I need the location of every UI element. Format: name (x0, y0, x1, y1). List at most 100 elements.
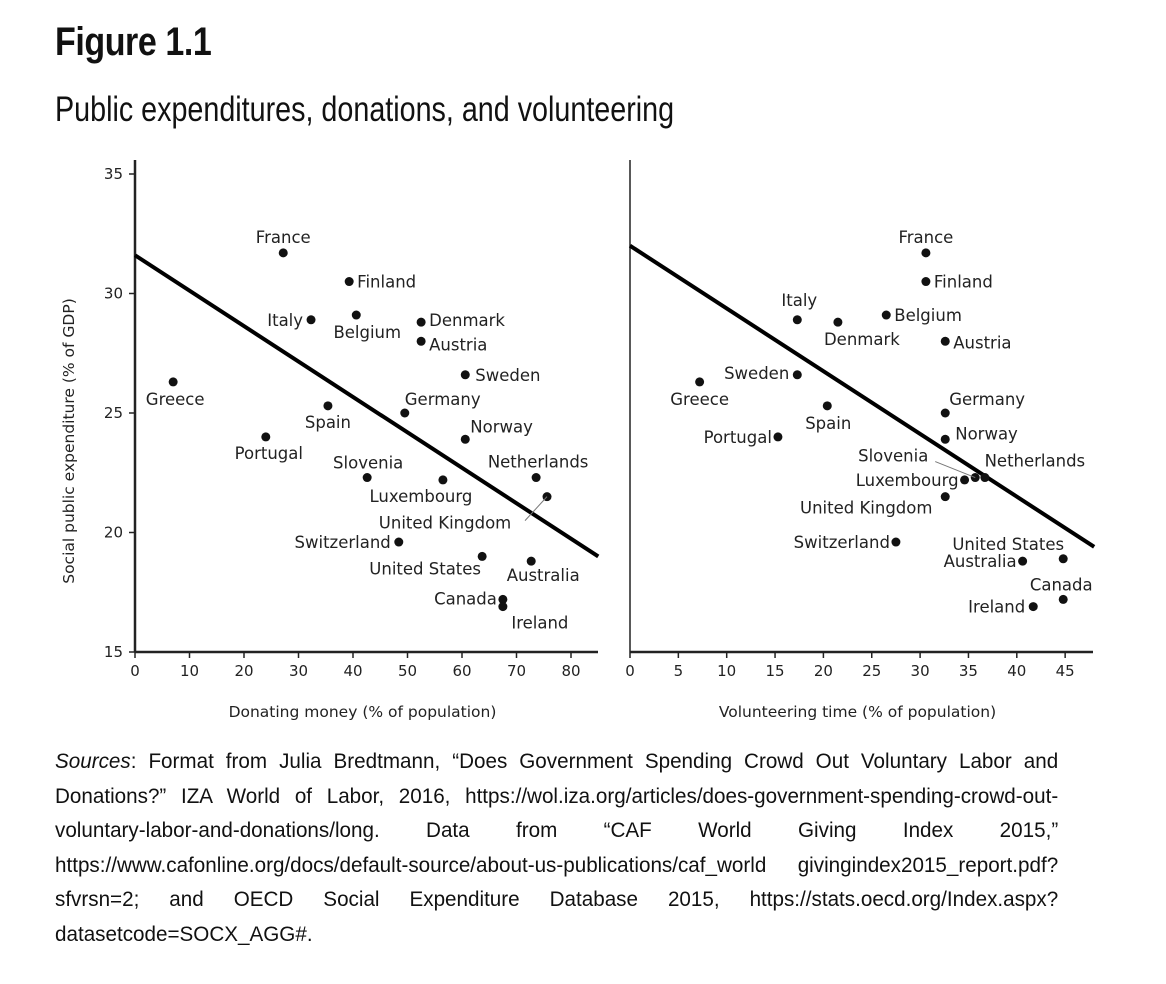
data-point-sweden (792, 370, 802, 380)
point-label: Australia (507, 566, 580, 585)
x-tick-label: 20 (234, 662, 253, 680)
point-label: Greece (146, 390, 205, 409)
x-tick-label: 80 (561, 662, 580, 680)
point-label: Luxembourg (856, 471, 959, 490)
data-point-greece (168, 377, 178, 387)
point-label: Italy (781, 291, 817, 310)
x-tick-label: 35 (959, 662, 978, 680)
data-point-switzerland (394, 537, 404, 547)
x-tick-label: 10 (717, 662, 736, 680)
point-label: Switzerland (295, 533, 391, 552)
point-label: France (256, 228, 311, 247)
data-point-australia (526, 556, 536, 566)
data-point-norway (940, 434, 950, 444)
data-point-slovenia (362, 473, 372, 483)
data-point-united-states (1058, 554, 1068, 564)
data-point-ireland (1028, 602, 1038, 612)
point-label: Switzerland (794, 533, 890, 552)
point-label: Finland (357, 273, 416, 292)
figure-title: Public expenditures, donations, and volu… (55, 90, 675, 129)
point-label: United Kingdom (379, 514, 511, 533)
data-point-germany (400, 408, 410, 418)
data-point-united-kingdom (940, 492, 950, 502)
data-point-canada (1058, 594, 1068, 604)
data-point-italy (306, 315, 316, 325)
point-label: Portugal (235, 444, 303, 463)
x-tick-label: 25 (862, 662, 881, 680)
point-label: Denmark (429, 311, 505, 330)
data-point-norway (460, 434, 470, 444)
data-point-denmark (416, 317, 426, 327)
point-label: Netherlands (488, 453, 589, 472)
point-label: Netherlands (985, 452, 1086, 471)
x-tick-label: 10 (180, 662, 199, 680)
point-label: Norway (470, 417, 533, 436)
x-tick-label: 30 (911, 662, 930, 680)
point-label: United Kingdom (800, 499, 932, 518)
data-point-switzerland (891, 537, 901, 547)
point-label: Ireland (511, 614, 568, 633)
data-point-austria (940, 336, 950, 346)
sources-caption: Sources: Format from Julia Bredtmann, “D… (55, 744, 1058, 951)
data-point-portugal (773, 432, 783, 442)
data-point-france (278, 248, 288, 258)
x-tick-label: 30 (289, 662, 308, 680)
point-label: Luxembourg (370, 487, 473, 506)
point-label: Canada (434, 589, 497, 608)
x-tick-label: 70 (507, 662, 526, 680)
point-label: Austria (953, 333, 1011, 352)
data-point-netherlands (980, 473, 990, 483)
point-label: Finland (934, 273, 993, 292)
data-point-spain (822, 401, 832, 411)
data-point-finland (344, 277, 354, 287)
data-point-luxembourg (960, 475, 970, 485)
data-point-luxembourg (438, 475, 448, 485)
x-tick-label: 60 (452, 662, 471, 680)
data-point-france (921, 248, 931, 258)
data-point-belgium (881, 310, 891, 320)
data-point-finland (921, 277, 931, 287)
data-point-portugal (261, 432, 271, 442)
point-label: Belgium (333, 323, 401, 342)
trend-line (628, 244, 1096, 549)
y-tick-label: 30 (104, 285, 123, 303)
point-label: United States (369, 559, 481, 578)
y-tick-label: 15 (104, 643, 123, 661)
point-label: Slovenia (858, 447, 928, 466)
x-tick-label: 40 (1007, 662, 1026, 680)
data-point-ireland (498, 602, 508, 612)
sources-label: Sources (55, 749, 131, 773)
data-point-belgium (351, 310, 361, 320)
data-point-germany (940, 408, 950, 418)
trend-line (133, 253, 600, 559)
data-point-austria (416, 336, 426, 346)
data-point-greece (695, 377, 705, 387)
x-axis-title: Donating money (% of population) (229, 703, 497, 721)
data-point-united-states (477, 551, 487, 561)
y-tick-label: 25 (104, 404, 123, 422)
y-tick-label: 35 (104, 165, 123, 183)
leader-line (524, 496, 548, 521)
point-label: Spain (805, 414, 851, 433)
data-point-denmark (833, 317, 843, 327)
x-tick-label: 40 (343, 662, 362, 680)
point-label: Sweden (475, 366, 540, 385)
point-label: Greece (670, 390, 729, 409)
x-tick-label: 50 (398, 662, 417, 680)
x-tick-label: 45 (1056, 662, 1075, 680)
leader-line (935, 461, 976, 478)
data-point-spain (323, 401, 333, 411)
point-label: United States (952, 535, 1064, 554)
data-point-canada (498, 594, 508, 604)
y-tick-label: 20 (104, 524, 123, 542)
x-tick-label: 15 (766, 662, 785, 680)
point-label: Norway (955, 424, 1018, 443)
figure-label: Figure 1.1 (55, 20, 212, 64)
point-label: Italy (267, 311, 303, 330)
x-axis-title: Volunteering time (% of population) (719, 703, 996, 721)
data-point-sweden (460, 370, 470, 380)
data-point-italy (792, 315, 802, 325)
point-label: Germany (405, 390, 481, 409)
point-label: France (898, 228, 953, 247)
